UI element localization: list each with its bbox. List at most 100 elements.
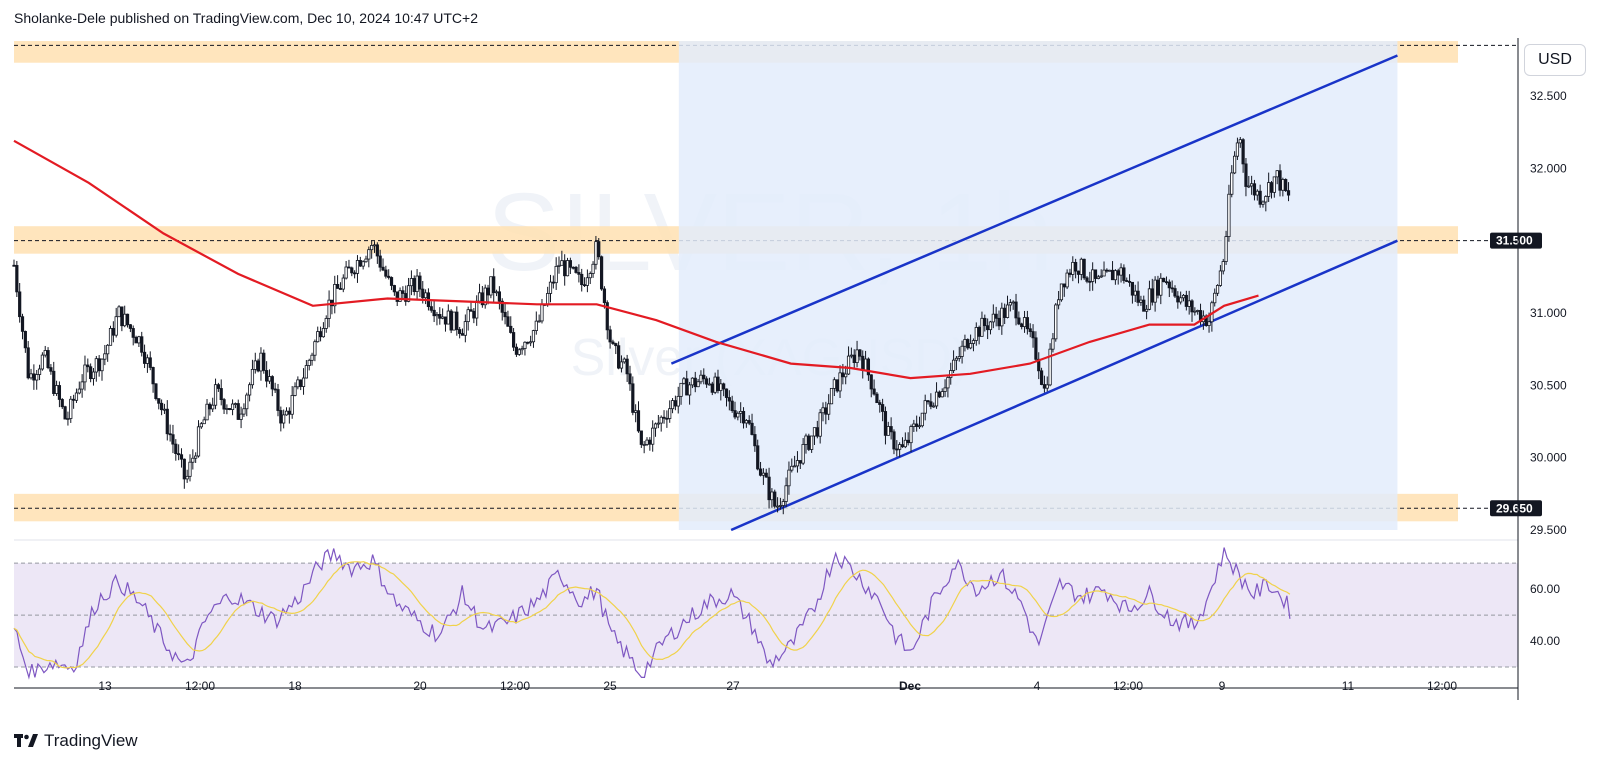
candle-body <box>767 476 771 501</box>
candle-body <box>1150 288 1154 303</box>
candle-body <box>372 244 377 247</box>
moving-average-line <box>13 139 1259 380</box>
candle-body <box>1017 317 1021 325</box>
candle-body <box>1278 170 1282 191</box>
candle-body <box>960 345 964 357</box>
price-tick-label: 32.500 <box>1530 89 1567 103</box>
candle-body <box>580 273 584 286</box>
candle-body <box>676 395 680 407</box>
candle-body <box>310 354 314 361</box>
candle-body <box>875 393 879 404</box>
candle-body <box>438 314 442 319</box>
candle-body <box>747 420 751 424</box>
candle-body <box>279 410 283 424</box>
candle-body <box>923 400 927 414</box>
candle-body <box>858 349 862 357</box>
candle-body <box>628 373 632 385</box>
candle-body <box>912 423 916 427</box>
price-axis[interactable]: 32.500 32.000 31.000 30.500 30.000 29.500 31.5… <box>1490 89 1567 537</box>
candle-body <box>270 376 274 390</box>
candle-body <box>1062 283 1066 288</box>
candle-body <box>29 373 33 379</box>
candle-body <box>696 381 700 388</box>
candle-body <box>199 423 203 428</box>
candle-body <box>188 461 192 477</box>
candle-body <box>35 374 39 381</box>
candle-body <box>103 353 107 360</box>
candle-body <box>248 384 252 396</box>
candle-body <box>775 505 780 508</box>
candle-body <box>1164 281 1169 284</box>
time-tick-label: 12:00 <box>1113 679 1143 693</box>
candle-body <box>744 420 748 424</box>
candle-body <box>100 358 104 372</box>
candle-body <box>821 407 825 414</box>
candle-body <box>812 427 817 437</box>
candle-body <box>1110 269 1115 281</box>
candle-body <box>1059 283 1064 301</box>
candle-body <box>693 377 697 388</box>
candle-body <box>1196 310 1200 312</box>
candle-body <box>705 378 709 385</box>
candle-body <box>585 277 589 286</box>
candle-body <box>599 256 604 290</box>
candle-body <box>486 287 490 296</box>
candle-body <box>449 310 453 331</box>
candle-body <box>1108 269 1112 272</box>
candle-body <box>1048 348 1052 386</box>
candle-body <box>341 277 345 290</box>
candle-body <box>216 384 220 389</box>
candle-body <box>358 260 362 267</box>
ascending-channel[interactable] <box>670 41 1398 532</box>
candle-body <box>883 411 888 436</box>
candle-body <box>514 346 519 355</box>
candle-body <box>72 398 76 401</box>
candle-body <box>91 371 96 380</box>
candle-body <box>282 414 286 424</box>
candle-body <box>954 357 959 361</box>
channel-lower-line <box>730 239 1398 532</box>
rsi-tick-label: 40.00 <box>1530 634 1560 648</box>
candle-body <box>756 445 760 470</box>
candle-body <box>835 379 839 392</box>
candle-body <box>333 284 337 307</box>
candle-body <box>648 439 652 445</box>
candle-body <box>679 382 683 397</box>
time-tick-label: 27 <box>726 679 740 693</box>
candle-body <box>787 469 791 487</box>
candle-body <box>74 392 79 401</box>
rsi-line <box>13 547 1291 680</box>
candle-body <box>846 355 851 375</box>
candle-body <box>370 245 374 251</box>
candle-body <box>983 317 987 327</box>
candle-body <box>861 355 865 371</box>
candle-body <box>32 373 36 381</box>
candle-body <box>855 349 859 363</box>
candle-body <box>608 329 612 343</box>
candle-body <box>793 465 797 468</box>
candle-body <box>1241 139 1245 165</box>
candle-body <box>1042 384 1047 389</box>
candle-body <box>736 412 740 418</box>
time-axis[interactable]: 13 12:00 18 20 12:00 25 27 Dec 4 12:00 9 11 12:00 <box>98 679 1457 693</box>
candle-body <box>387 275 391 278</box>
candle-body <box>1224 236 1228 262</box>
candle-body <box>1267 182 1271 197</box>
candle-body <box>557 264 561 267</box>
candle-body <box>614 343 618 347</box>
rsi-pane[interactable]: 60.00 40.00 <box>13 547 1560 680</box>
candle-body <box>157 398 161 404</box>
candle-body <box>741 410 746 424</box>
candle-body <box>818 412 822 437</box>
candle-body <box>881 404 885 412</box>
candle-body <box>841 372 845 378</box>
candle-body <box>594 241 598 265</box>
candle-body <box>1136 290 1140 303</box>
candle-body <box>1065 272 1069 288</box>
candle-body <box>455 311 459 330</box>
candle-body <box>866 358 871 376</box>
currency-selector[interactable]: USD <box>1524 44 1586 76</box>
candle-body <box>148 357 152 368</box>
candle-body <box>111 328 115 336</box>
